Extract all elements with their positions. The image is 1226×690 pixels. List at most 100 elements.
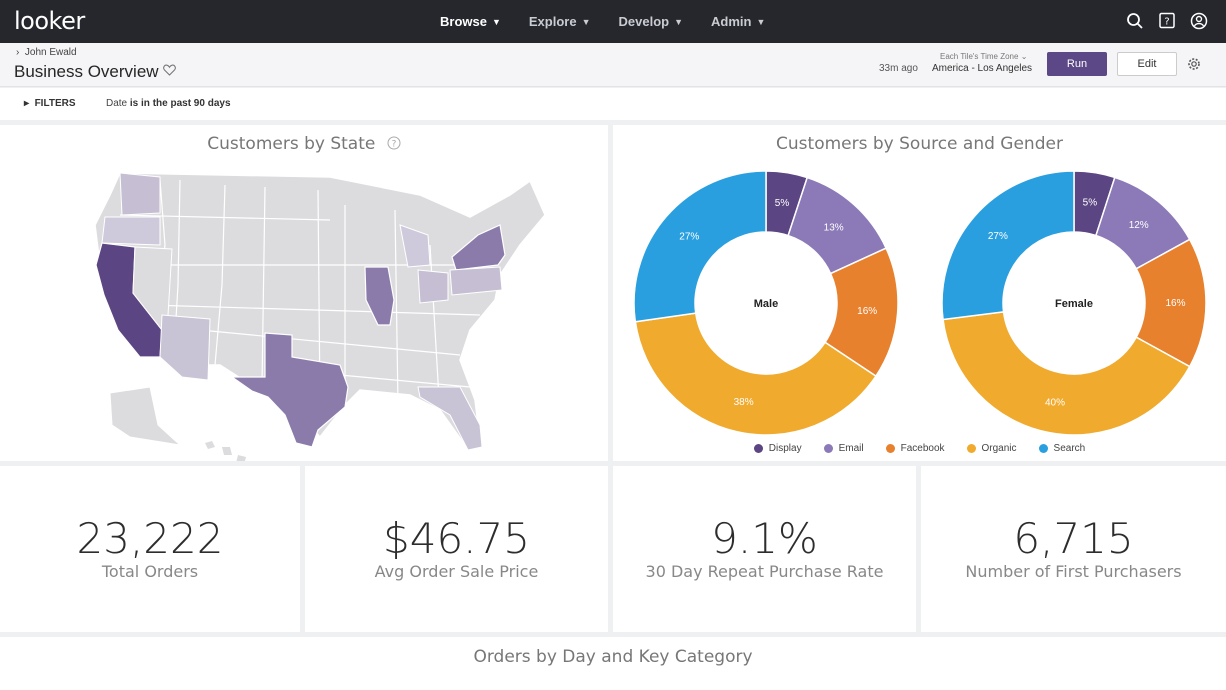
slice-label: 40% — [1045, 398, 1065, 409]
legend-dot — [885, 444, 895, 453]
user-account-icon[interactable] — [1190, 12, 1208, 30]
timezone-label: Each Tile's Time Zone — [940, 52, 1019, 61]
filters-bar: ▸ FILTERS Date is in the past 90 days — [0, 88, 1226, 120]
page-title: Business Overview — [14, 62, 159, 81]
kpi-first-purchasers[interactable]: 6,715 Number of First Purchasers — [921, 466, 1226, 632]
legend-label: Facebook — [900, 443, 945, 454]
slice-label: 5% — [1083, 198, 1098, 209]
legend-dot — [1038, 444, 1048, 453]
nav-explore-label: Explore — [528, 14, 577, 29]
slice-label: 27% — [988, 231, 1008, 242]
kpi-label: Total Orders — [101, 562, 199, 581]
svg-text:?: ? — [391, 140, 396, 150]
filter-condition: is in the past 90 days — [129, 98, 231, 109]
legend-label: Search — [1053, 443, 1086, 454]
nav-admin[interactable]: Admin ▼ — [711, 14, 765, 29]
last-updated: 33m ago — [879, 63, 918, 74]
kpi-repeat-purchase-rate[interactable]: 9.1% 30 Day Repeat Purchase Rate — [613, 466, 916, 632]
legend-item-facebook[interactable]: Facebook — [885, 443, 945, 454]
kpi-value: 9.1% — [711, 514, 818, 563]
slice-organic[interactable] — [942, 311, 1191, 436]
chevron-down-icon: ⌄ — [1020, 52, 1028, 61]
nav-browse-label: Browse — [440, 14, 487, 29]
kpi-label: Number of First Purchasers — [965, 562, 1182, 581]
us-state-map[interactable] — [0, 125, 608, 461]
timezone-value: America - Los Angeles — [932, 63, 1033, 74]
edit-button[interactable]: Edit — [1117, 52, 1177, 76]
slice-label: 16% — [1165, 298, 1185, 309]
chart-legend: Display Email Facebook Organic Search — [613, 443, 1226, 454]
kpi-label: 30 Day Repeat Purchase Rate — [645, 562, 884, 581]
chevron-down-icon: ▼ — [581, 16, 591, 27]
slice-search[interactable] — [941, 170, 1075, 321]
timezone-selector[interactable]: Each Tile's Time Zone ⌄ — [940, 52, 1027, 61]
heart-icon[interactable] — [163, 64, 176, 76]
date-filter[interactable]: Date is in the past 90 days — [106, 98, 231, 109]
top-navigation-bar: looker Browse ▼ Explore ▼ Develop ▼ Admin ▼ … — [0, 0, 1226, 43]
legend-label: Display — [768, 443, 802, 454]
slice-label: 38% — [734, 397, 754, 408]
run-button[interactable]: Run — [1047, 52, 1107, 76]
kpi-total-orders[interactable]: 23,222 Total Orders — [0, 466, 300, 632]
customers-by-state-tile: Customers by State ? — [0, 125, 608, 461]
legend-dot — [753, 444, 763, 453]
kpi-value: 6,715 — [1013, 514, 1134, 563]
donut-center-label: Male — [754, 298, 778, 310]
search-icon[interactable] — [1126, 12, 1144, 30]
main-nav: Browse ▼ Explore ▼ Develop ▼ Admin ▼ — [440, 0, 765, 43]
nav-admin-label: Admin — [711, 14, 752, 29]
nav-browse[interactable]: Browse ▼ — [440, 14, 501, 29]
map-tile-title: Customers by State ? — [0, 134, 608, 154]
donut-female: 5% 12% 16% 40% 27% Female — [941, 170, 1207, 436]
state-illinois[interactable] — [364, 266, 395, 326]
donut-tile-title: Customers by Source and Gender — [776, 134, 1063, 154]
orders-by-day-tile: Orders by Day and Key Category — [0, 637, 1226, 690]
svg-text:?: ? — [1164, 17, 1169, 28]
filters-toggle-label: FILTERS — [34, 98, 76, 109]
nav-develop-label: Develop — [618, 14, 670, 29]
slice-label: 13% — [824, 222, 844, 233]
slice-search[interactable] — [633, 170, 767, 323]
legend-label: Organic — [981, 443, 1017, 454]
kpi-value: $46.75 — [383, 514, 530, 563]
info-icon[interactable]: ? — [387, 136, 401, 150]
nav-develop[interactable]: Develop ▼ — [619, 14, 684, 29]
slice-label: 16% — [857, 306, 877, 317]
top-icons: ? — [1126, 12, 1208, 30]
dashboard-header: › John Ewald Business Overview Each Tile… — [0, 43, 1226, 87]
chevron-down-icon: ▼ — [756, 16, 766, 27]
slice-label: 27% — [679, 232, 699, 243]
filters-toggle[interactable]: ▸ FILTERS — [24, 98, 76, 109]
donut-male: 5% 13% 16% 38% 27% Male — [633, 170, 899, 436]
kpi-value: 23,222 — [76, 514, 224, 563]
legend-item-search[interactable]: Search — [1038, 443, 1086, 454]
chevron-down-icon: ▼ — [674, 16, 683, 27]
breadcrumb[interactable]: › John Ewald — [16, 47, 77, 58]
slice-organic[interactable] — [634, 312, 877, 436]
chevron-right-icon: › — [16, 47, 25, 58]
slice-label: 5% — [775, 198, 790, 209]
help-icon[interactable]: ? — [1158, 12, 1176, 30]
nav-explore[interactable]: Explore ▼ — [529, 14, 591, 29]
chevron-down-icon: ▼ — [491, 16, 501, 27]
breadcrumb-label: John Ewald — [24, 47, 77, 58]
filter-field: Date — [106, 98, 128, 109]
slice-label: 12% — [1129, 220, 1149, 231]
bottom-tile-title: Orders by Day and Key Category — [473, 647, 753, 667]
donut-center-label: Female — [1055, 298, 1093, 310]
legend-item-organic[interactable]: Organic — [966, 443, 1017, 454]
state-texas[interactable] — [230, 332, 349, 448]
gear-icon[interactable] — [1187, 57, 1201, 71]
kpi-label: Avg Order Sale Price — [374, 562, 539, 581]
kpi-avg-order-sale-price[interactable]: $46.75 Avg Order Sale Price — [305, 466, 608, 632]
customers-by-source-gender-tile: Customers by Source and Gender 5% 13% 16% 3… — [613, 125, 1226, 461]
looker-logo[interactable]: looker — [14, 7, 85, 35]
legend-item-display[interactable]: Display — [753, 443, 802, 454]
map-title-text: Customers by State — [207, 134, 376, 154]
legend-dot — [823, 444, 833, 453]
caret-right-icon: ▸ — [24, 98, 35, 109]
donut-charts: 5% 13% 16% 38% 27% Male 5% 12% 16% 40% 27% Female — [633, 170, 1207, 436]
legend-item-email[interactable]: Email — [823, 443, 864, 454]
legend-label: Email — [838, 443, 864, 454]
legend-dot — [966, 444, 976, 453]
